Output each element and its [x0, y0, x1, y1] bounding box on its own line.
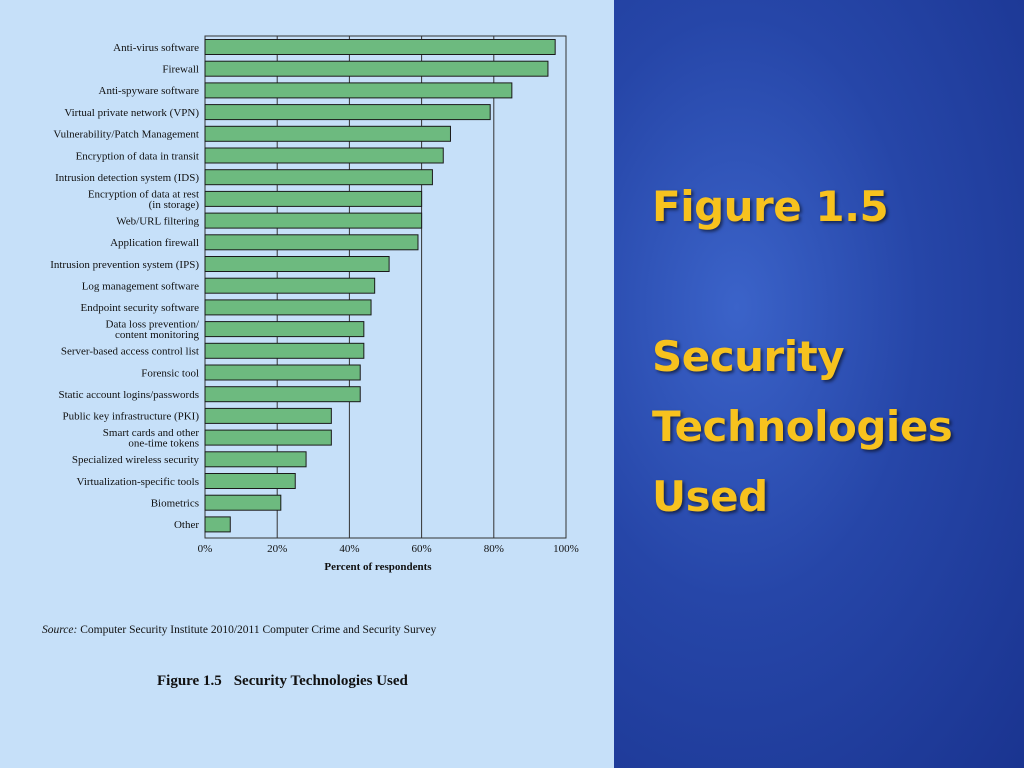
slide-title-line-2: Security — [652, 332, 845, 381]
category-label: Data loss prevention/ — [106, 319, 200, 331]
category-label: Virtualization-specific tools — [77, 476, 199, 488]
category-label: one-time tokens — [128, 438, 199, 450]
category-label: (in storage) — [149, 199, 200, 211]
slide-title: Figure 1.5 Security Technologies Used — [652, 172, 1012, 532]
bar — [204, 39, 556, 55]
bar — [204, 516, 231, 533]
category-label: Endpoint security software — [80, 302, 199, 314]
bar — [204, 169, 433, 186]
source-text: Computer Security Institute 2010/2011 Co… — [80, 624, 437, 636]
category-label: Vulnerability/Patch Management — [53, 129, 199, 141]
x-tick-label: 80% — [484, 543, 504, 555]
bar-layer — [204, 39, 556, 533]
tick-label-layer: 0% 20% 40% 60% 80% 100% — [198, 543, 579, 555]
category-label: content monitoring — [115, 329, 200, 341]
category-label: Server-based access control list — [61, 346, 199, 358]
caption-text: Security Technologies Used — [233, 673, 408, 689]
category-label: Public key infrastructure (PKI) — [62, 411, 199, 423]
category-label: Forensic tool — [141, 367, 199, 379]
bar — [204, 321, 365, 338]
x-tick-label: 0% — [198, 543, 213, 555]
figure-source: Source: Computer Security Institute 2010… — [42, 624, 436, 636]
x-tick-label: 40% — [339, 543, 359, 555]
bar — [204, 147, 444, 164]
category-label: Other — [174, 519, 199, 531]
bar — [204, 494, 282, 511]
bar — [204, 190, 423, 207]
caption-number: Figure 1.5 — [157, 673, 222, 689]
bar — [204, 277, 376, 294]
bar — [204, 299, 372, 316]
category-label: Specialized wireless security — [72, 454, 200, 466]
bar — [204, 451, 307, 468]
category-label: Static account logins/passwords — [58, 389, 199, 401]
bar — [204, 342, 365, 359]
title-panel — [614, 0, 1024, 768]
bar — [204, 473, 296, 489]
bar — [204, 212, 423, 229]
category-label: Virtual private network (VPN) — [64, 107, 199, 119]
source-label: Source: — [42, 624, 78, 636]
bar — [204, 386, 361, 403]
bar-chart: Anti-virus software Firewall Anti-spyware … — [50, 35, 579, 573]
bar — [204, 256, 390, 272]
slide-title-line-4: Used — [652, 472, 768, 521]
x-axis-title: Percent of respondents — [324, 561, 432, 573]
category-label: Encryption of data at rest — [88, 188, 199, 200]
category-label: Encryption of data in transit — [76, 150, 199, 162]
category-label: Anti-virus software — [113, 42, 199, 54]
category-label: Firewall — [162, 64, 199, 76]
x-tick-label: 20% — [267, 543, 287, 555]
figure-caption: Figure 1.5 Security Technologies Used — [157, 673, 408, 690]
bar — [204, 234, 419, 251]
bar — [204, 125, 451, 142]
category-label-layer: Anti-virus software Firewall Anti-spyware … — [50, 42, 200, 531]
slide-title-spacer — [652, 242, 1012, 322]
category-label: Smart cards and other — [103, 427, 200, 439]
slide-title-line-3: Technologies — [652, 402, 953, 451]
category-label: Intrusion prevention system (IPS) — [50, 259, 199, 271]
category-label: Web/URL filtering — [116, 215, 199, 227]
category-label: Anti-spyware software — [99, 85, 200, 97]
category-label: Log management software — [82, 281, 199, 293]
bar — [204, 82, 513, 99]
bar — [204, 364, 361, 381]
bar — [204, 104, 491, 121]
category-label: Biometrics — [151, 498, 199, 510]
slide-title-line-1: Figure 1.5 — [652, 182, 889, 231]
x-tick-label: 60% — [412, 543, 432, 555]
category-label: Intrusion detection system (IDS) — [55, 172, 199, 184]
bar — [204, 429, 332, 446]
x-tick-label: 100% — [553, 543, 579, 555]
bar — [204, 407, 332, 424]
bar — [204, 60, 549, 77]
category-label: Application firewall — [110, 237, 199, 249]
